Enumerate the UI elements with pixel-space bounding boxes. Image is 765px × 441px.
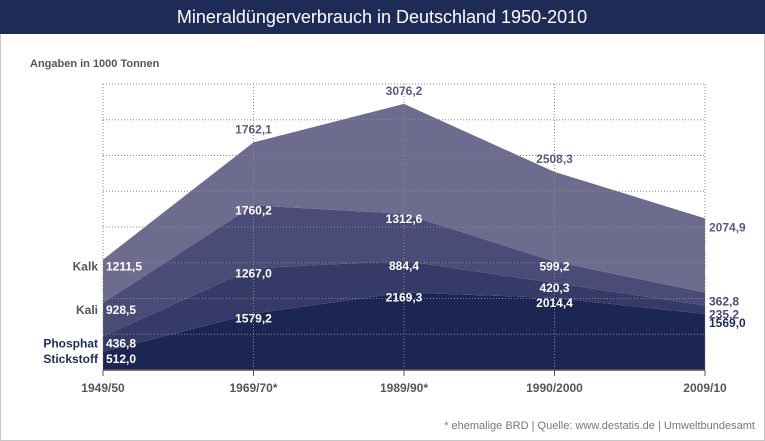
value-label: 1211,5 [106,260,142,274]
value-label: 1569,0 [709,316,746,330]
series-name: Stickstoff [43,352,99,366]
value-label: 2508,3 [536,152,573,166]
x-tick-label: 2009/10 [683,381,727,395]
value-label: 884,4 [389,259,419,273]
value-label: 436,8 [106,336,136,350]
chart-title: Mineraldüngerverbrauch in Deutschland 19… [177,7,587,27]
value-label: 420,3 [539,281,569,295]
subtitle: Angaben in 1000 Tonnen [30,58,160,70]
area [103,260,705,352]
x-tick-label: 1949/50 [81,381,125,395]
value-label: 1762,1 [235,122,272,136]
value-label: 2014,4 [536,296,573,310]
header-bar [0,0,765,34]
x-tick-label: 1990/2000 [526,381,583,395]
value-label: 1267,0 [235,266,272,280]
series-name: Phosphat [43,336,98,350]
value-label: 235,2 [709,308,739,322]
x-tick-label: 1969/70* [229,381,277,395]
series-name: Kalk [73,260,99,274]
value-label: 1760,2 [235,203,272,217]
value-label: 362,8 [709,295,739,309]
area [103,205,705,337]
value-label: 928,5 [106,303,136,317]
value-label: 512,0 [106,352,136,366]
value-label: 2074,9 [709,221,746,235]
x-tick-label: 1989/90* [380,381,428,395]
value-label: 1579,2 [235,312,272,326]
value-label: 2169,3 [386,291,423,305]
value-label: 1312,6 [386,212,423,226]
series-name: Kali [76,303,98,317]
value-label: 3076,2 [386,84,423,98]
footnote: * ehemalige BRD | Quelle: www.destatis.d… [444,420,755,432]
value-label: 599,2 [539,260,569,274]
area [103,292,705,370]
